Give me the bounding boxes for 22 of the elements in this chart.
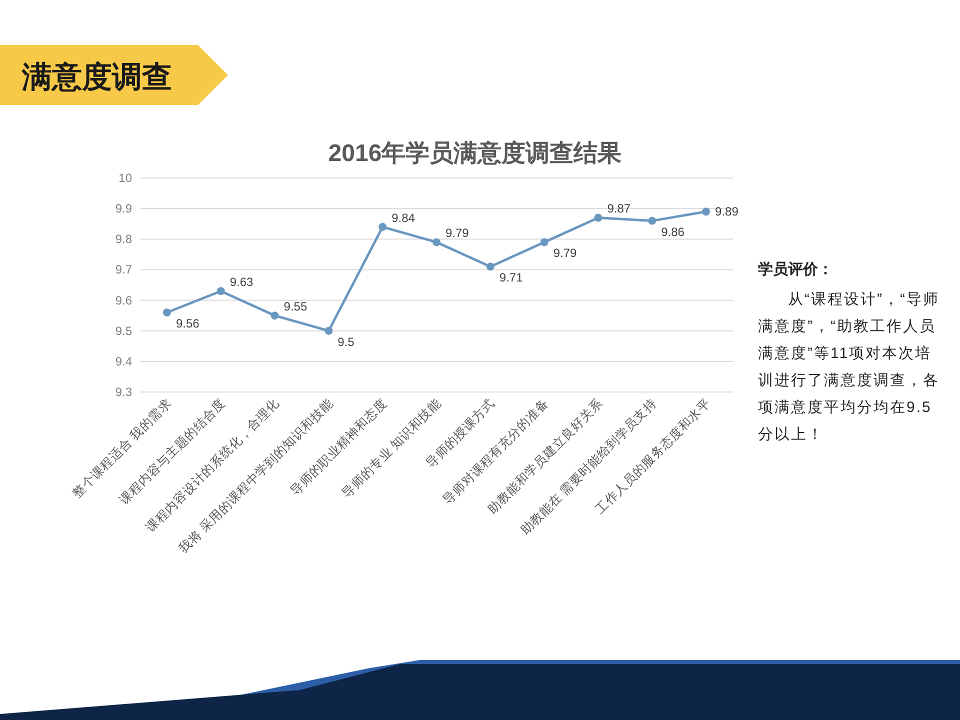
y-tick-label: 9.6 — [115, 293, 132, 308]
y-tick-label: 10 — [118, 171, 132, 185]
data-label: 9.79 — [446, 226, 469, 240]
data-label: 9.71 — [499, 270, 523, 285]
title: 2016年学员满意度调查结果 — [328, 140, 622, 167]
data-label: 9.5 — [338, 334, 354, 349]
y-tick-label: 9.7 — [115, 262, 132, 277]
data-label: 9.63 — [230, 275, 254, 290]
y-tick-label: 9.5 — [115, 324, 132, 338]
y-tick-label: 9.4 — [115, 354, 132, 368]
annotation: 满意度调查 — [22, 61, 172, 94]
y-tick-label: 9.3 — [115, 385, 132, 399]
data-label: 9.87 — [607, 202, 631, 216]
data-label: 9.89 — [715, 204, 738, 219]
data-label: 9.79 — [553, 246, 577, 260]
annotation: 学员评价： 从“课程设计”，“导师满意度”，“助教工作人员满意度”等11项对本次培训进行了满意度调查，各项满意度平均分均在9.5分以上！ — [758, 260, 940, 445]
data-label: 9.56 — [176, 316, 200, 331]
y-tick-label: 9.8 — [115, 232, 132, 246]
data-label: 9.55 — [284, 300, 308, 314]
y-tick-label: 9.9 — [115, 202, 132, 216]
data-label: 9.84 — [392, 210, 415, 225]
data-label: 9.86 — [661, 224, 684, 239]
